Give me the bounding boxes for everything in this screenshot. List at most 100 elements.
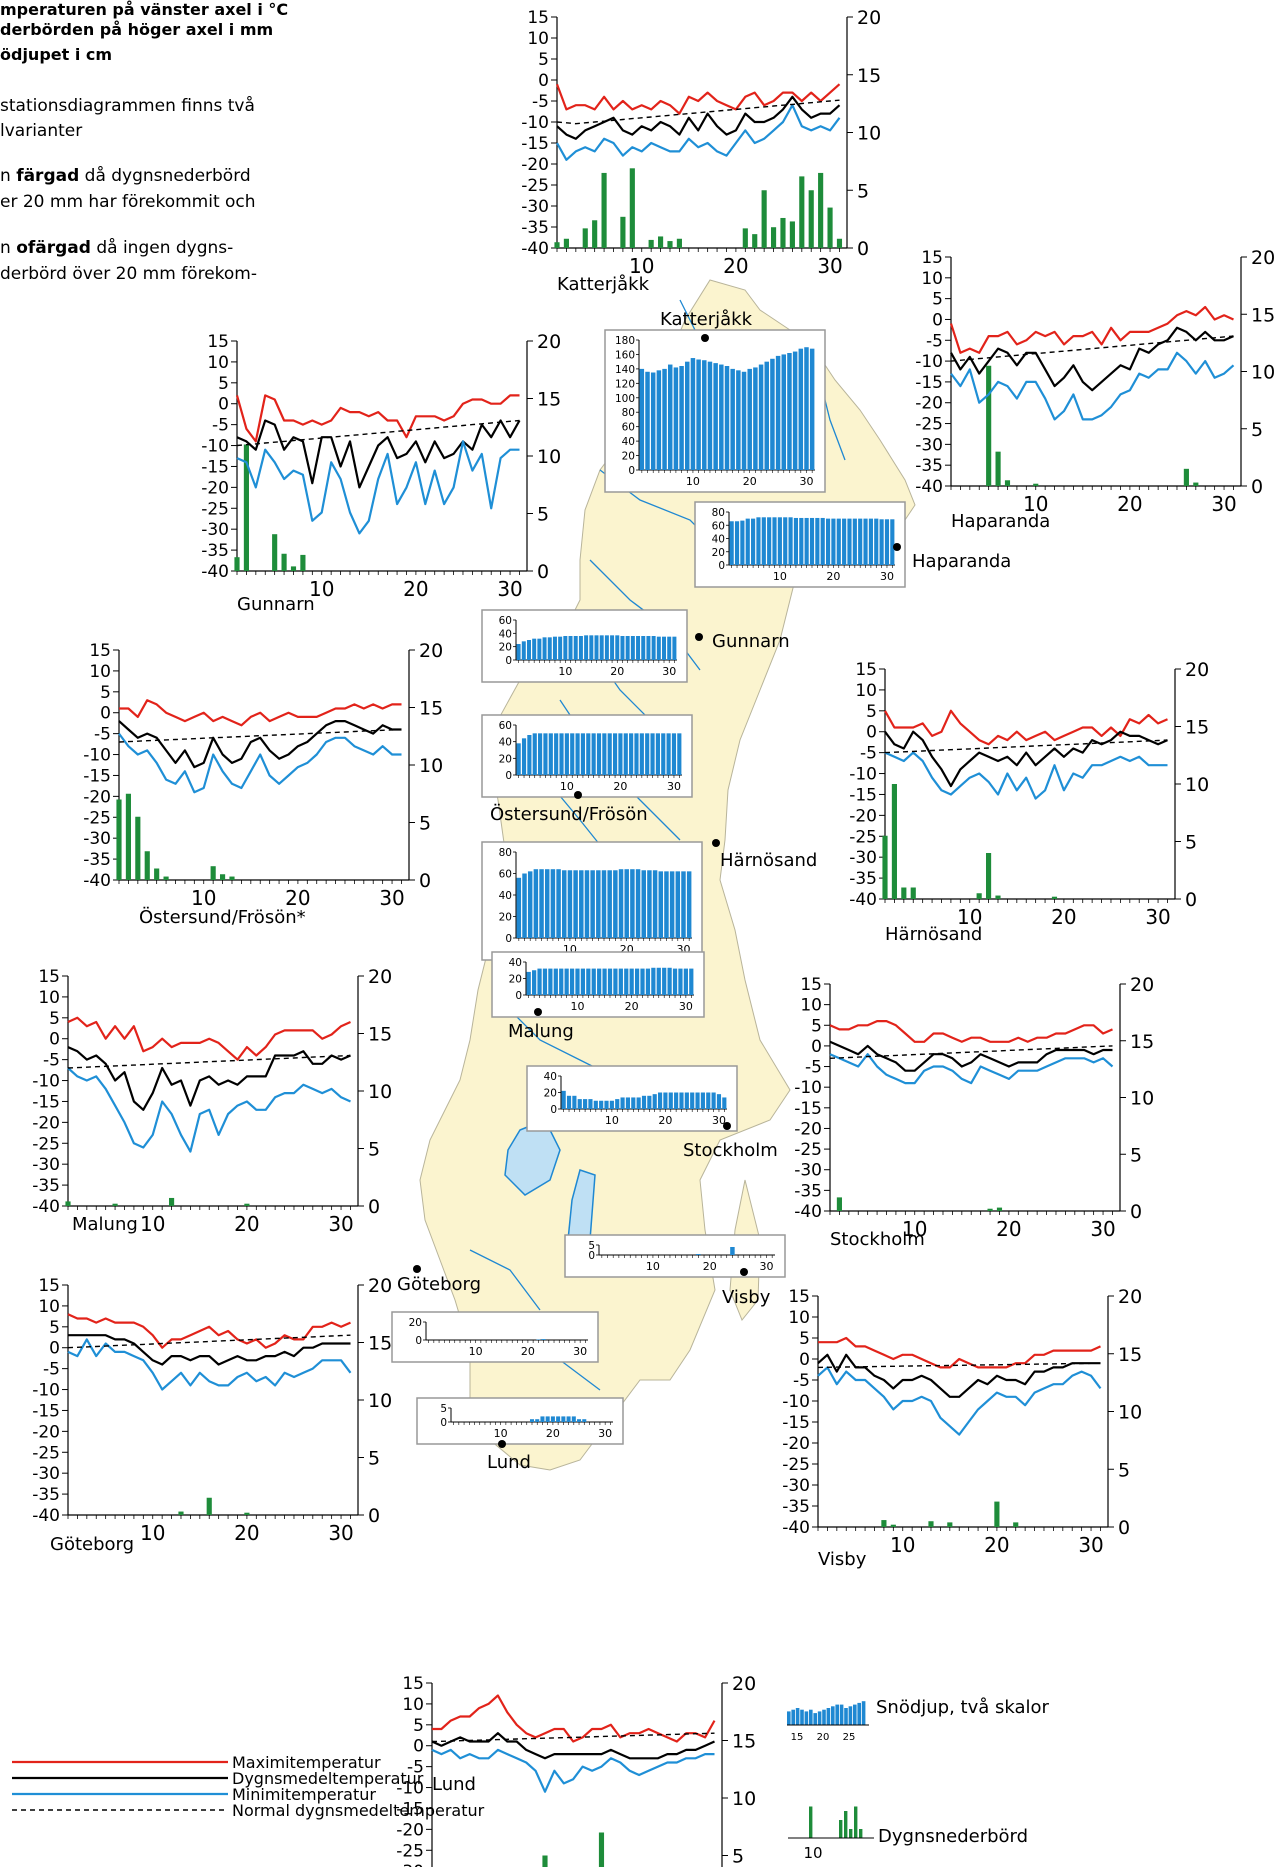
snow-tick-label: 20 [544,1088,557,1100]
snow-bar [667,364,673,470]
x-tick-label: 30 [817,254,842,278]
snow-bar [652,870,658,938]
map-station-label: Östersund/Frösön [490,803,648,825]
intro-item2-post: då ingen dygns- [90,238,234,258]
temp-tick-label: -10 [521,113,549,133]
intro-heading-3: ödjupet i cm [0,45,113,64]
precip-bar [1004,480,1011,486]
max-temp-line [67,1313,351,1349]
precip-tick-label: 5 [1118,1459,1130,1481]
min-temp-line [67,1338,352,1391]
precip-tick-label: 0 [368,1505,380,1527]
precip-bar [234,557,240,571]
snow-bar [575,968,580,995]
snow-bar [863,518,868,565]
precip-bar [890,1524,896,1527]
legend-snow-bar [809,1709,813,1725]
precip-bar [901,887,907,899]
snow-bar [753,367,758,470]
legend-snow-bar [839,1704,844,1725]
precip-tick-label: 5 [857,180,869,202]
snow-bar [624,869,629,938]
snow-bar [634,968,640,995]
snow-bar [689,968,694,995]
temp-tick-label: -5 [926,331,943,351]
snow-bar [532,638,537,660]
precip-bar [1013,1522,1019,1527]
temp-tick-label: -25 [32,1443,60,1463]
temp-tick-label: 10 [38,988,60,1008]
snow-bar [589,635,594,660]
precip-bar [882,835,888,899]
snow-inset-8: 50 10 20 30 [564,1234,786,1278]
temp-tick-label: -30 [83,829,111,849]
snow-bar [580,968,586,995]
snow-bar [579,870,584,938]
x-tick-label: 30 [328,1521,353,1545]
snow-bar [571,1416,576,1422]
snow-bar [607,870,612,938]
snow-tick-label: 60 [622,422,635,434]
mean-temp-line [556,95,841,140]
snow-bar [736,370,741,470]
min-temp-line [950,351,1235,421]
snow-x-tick-label: 20 [658,1114,672,1127]
temp-tick-label: -15 [201,457,229,477]
station-label: Malung [72,1214,138,1235]
snow-bar [522,873,527,938]
x-tick-label: 20 [1117,492,1142,516]
temp-tick-label: -20 [782,1434,810,1454]
snow-tick-label: 40 [499,890,512,902]
snow-tick-label: 5 [440,1403,447,1415]
snow-bar [775,355,781,470]
legend-line-label: Maximitemperatur [232,1753,381,1772]
intro-item2-pre: n [0,238,17,258]
precip-bar [910,887,916,899]
x-tick-label: 30 [328,1212,353,1236]
snow-bar [741,371,747,470]
snow-bar [852,518,857,565]
snow-x-tick-label: 10 [686,475,700,488]
min-temp-line [817,1366,1102,1436]
snow-bar [516,877,522,938]
temp-tick-label: 0 [49,1030,60,1050]
snow-bar [831,518,836,565]
max-temp-line [555,83,841,115]
precip-tick-label: 15 [419,698,443,720]
map-station-dot [723,1122,731,1130]
precip-bar [178,1511,184,1515]
snow-bar [516,743,521,775]
snow-bar [578,636,583,660]
legend-line-label: Minimitemperatur [232,1785,376,1804]
x-tick-label: 30 [1211,492,1236,516]
precip-tick-label: 15 [1251,304,1275,326]
precip-tick-label: 15 [1185,717,1209,739]
snow-bar [618,733,623,775]
snow-bar [629,733,634,775]
precip-bar [229,876,235,880]
snow-bar [607,733,612,775]
snow-tick-label: 0 [550,1104,557,1116]
mean-temp-line [68,1334,351,1366]
temp-tick-label: -25 [32,1134,60,1154]
precip-tick-label: 10 [537,446,561,468]
temp-tick-label: -30 [32,1155,60,1175]
snow-bar [842,518,847,565]
snow-bar [656,967,661,995]
snow-bar [620,1097,625,1109]
snow-tick-label: 20 [499,753,512,765]
precip-tick-label: 10 [368,1081,392,1103]
temp-tick-label: -40 [32,1197,60,1217]
precip-bar [827,207,833,248]
snow-bar [583,1099,588,1109]
snow-tick-label: 0 [718,560,725,572]
snow-bar [532,970,537,995]
temp-tick-label: -30 [396,1862,424,1867]
temp-tick-label: -25 [849,827,877,847]
snow-x-tick-label: 30 [759,1260,773,1273]
intro-item1: n färgad då dygnsnederbörd [0,166,251,186]
max-temp-line [829,1019,1113,1043]
mean-temp-line [236,419,521,489]
